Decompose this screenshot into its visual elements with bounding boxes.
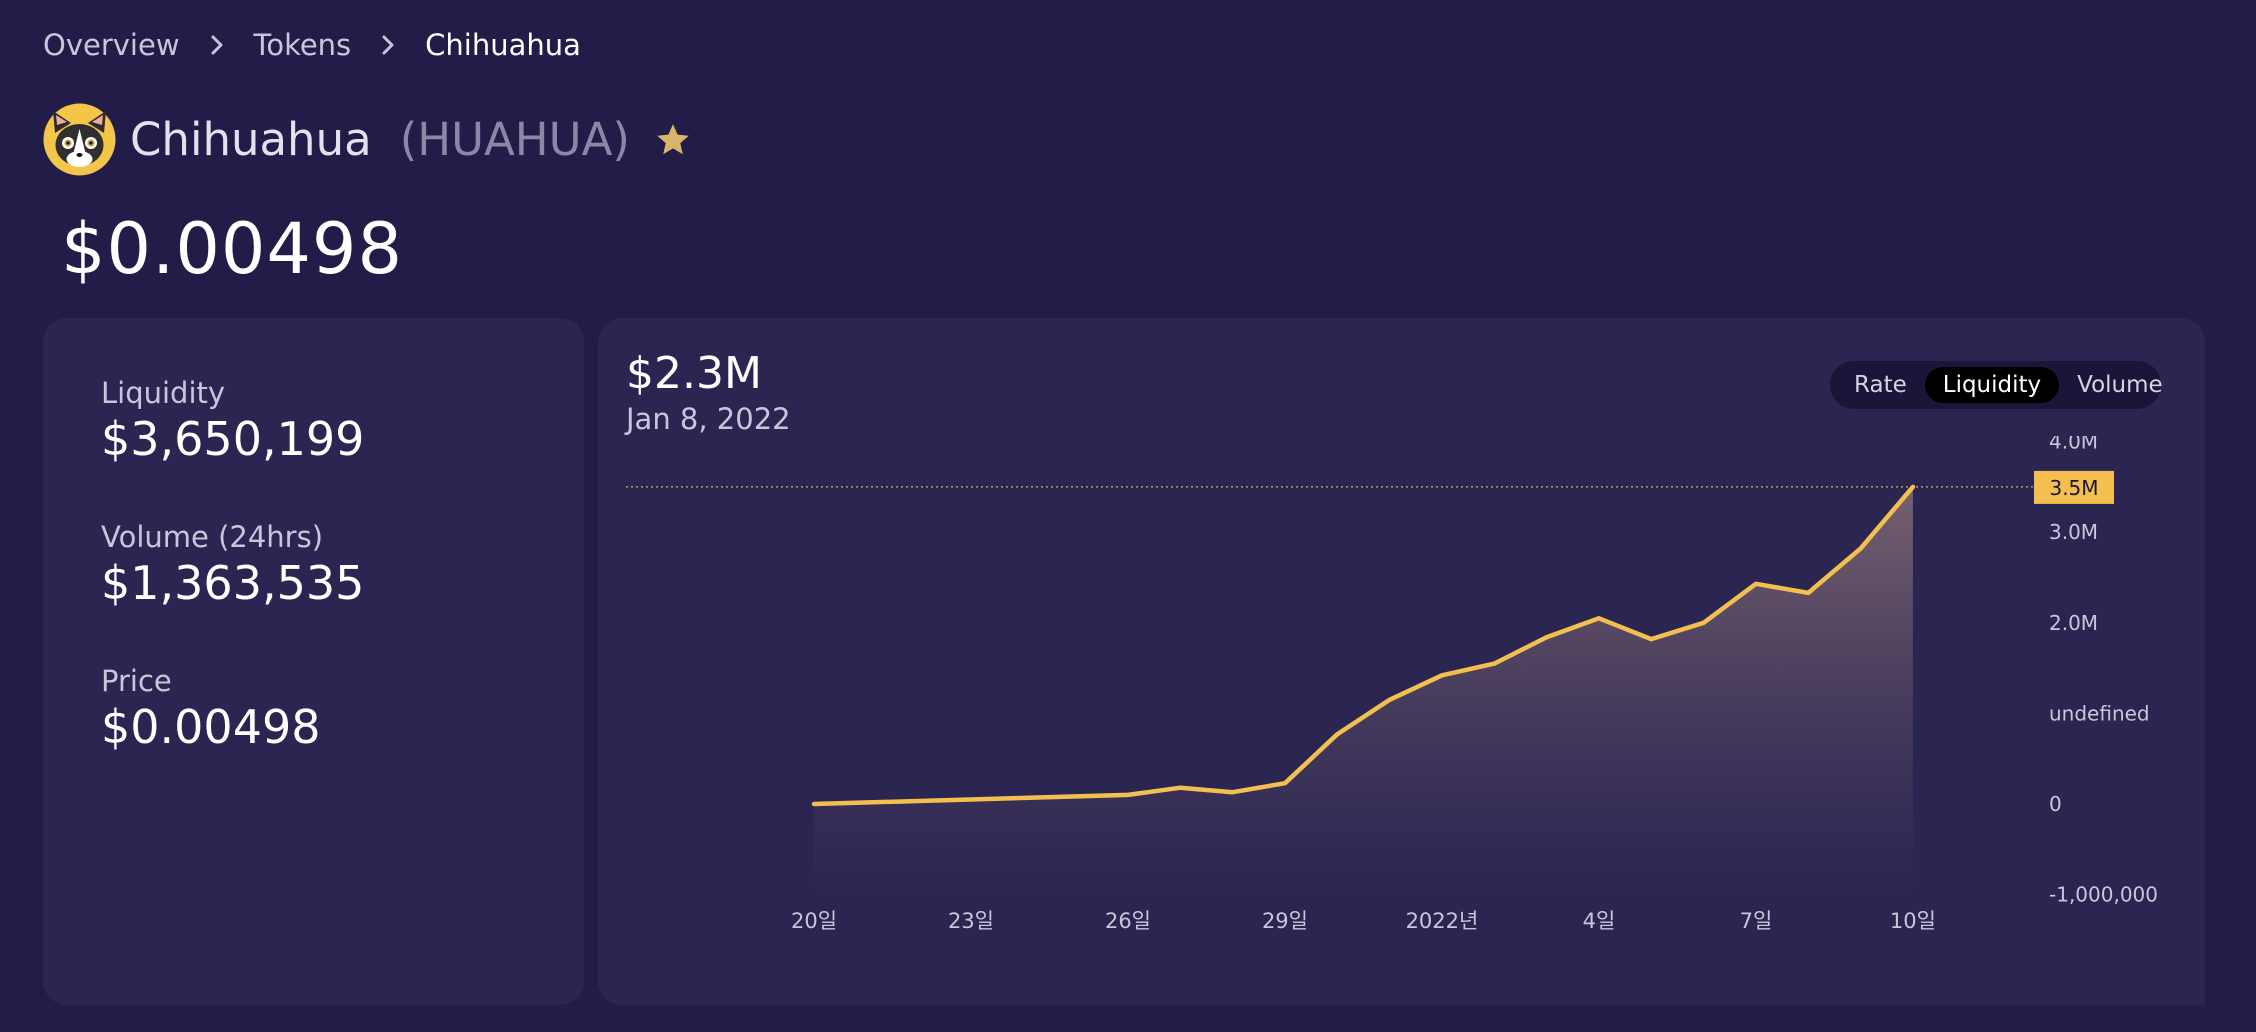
- tab-rate[interactable]: Rate: [1854, 372, 1907, 398]
- liquidity-value: $3,650,199: [101, 412, 365, 466]
- chart-card: 3.5M 4.0M 3.0M 2.0M undefined 0 -1,000,000 20…: [598, 318, 2205, 1005]
- volume-label: Volume (24hrs): [101, 520, 324, 554]
- token-name: Chihuahua: [130, 113, 372, 166]
- price-stat: Price $0.00498: [101, 664, 321, 754]
- crosshair-badge: [2034, 470, 2114, 504]
- star-icon[interactable]: [654, 121, 692, 159]
- token-symbol: (HUAHUA): [399, 113, 630, 166]
- x-tick-label: 29일: [1262, 909, 1308, 933]
- y-tick-label: 2.0M: [2049, 611, 2098, 635]
- y-tick-label: -1,000,000: [2049, 883, 2158, 907]
- token-header: Chihuahua (HUAHUA): [43, 103, 692, 176]
- chart-hover-date: Jan 8, 2022: [626, 402, 791, 436]
- tab-liquidity[interactable]: Liquidity: [1924, 367, 2060, 403]
- x-tick-label: 26일: [1105, 909, 1151, 933]
- price-value: $0.00498: [101, 700, 321, 754]
- x-tick-label: 10일: [1890, 909, 1936, 933]
- x-tick-label: 23일: [948, 909, 994, 933]
- y-tick-label: 3.0M: [2049, 520, 2098, 544]
- x-tick-label: 2022년: [1406, 909, 1479, 933]
- chart-area: [814, 486, 1913, 893]
- volume-value: $1,363,535: [101, 556, 365, 610]
- crosshair-label: 3.5M: [2049, 476, 2098, 500]
- y-tick-label: 4.0M: [2049, 430, 2098, 454]
- liquidity-chart[interactable]: 3.5M 4.0M 3.0M 2.0M undefined 0 -1,000,000 20…: [598, 318, 2205, 1005]
- breadcrumb: Overview Tokens Chihuahua: [43, 28, 581, 62]
- token-price: $0.00498: [61, 208, 404, 290]
- liquidity-stat: Liquidity $3,650,199: [101, 376, 364, 466]
- chart-type-toggle: Rate Liquidity Volume: [1830, 361, 2163, 409]
- chevron-right-icon: [210, 34, 224, 56]
- x-tick-label: 7일: [1740, 909, 1773, 933]
- volume-stat: Volume (24hrs) $1,363,535: [101, 520, 364, 610]
- chart-hover-value: $2.3M: [626, 348, 762, 399]
- y-axis-area: [2030, 436, 2205, 1005]
- tab-volume[interactable]: Volume: [2077, 372, 2163, 398]
- breadcrumb-current: Chihuahua: [425, 28, 581, 62]
- x-tick-label: 20일: [791, 909, 837, 933]
- x-tick-label: 4일: [1583, 909, 1616, 933]
- y-tick-label: undefined: [2049, 701, 2150, 725]
- y-tick-label: 0: [2049, 792, 2062, 816]
- stats-card: Liquidity $3,650,199 Volume (24hrs) $1,3…: [43, 318, 584, 1005]
- liquidity-label: Liquidity: [101, 376, 226, 410]
- price-label: Price: [101, 664, 172, 698]
- chevron-right-icon: [381, 34, 395, 56]
- breadcrumb-overview[interactable]: Overview: [43, 28, 180, 62]
- chart-line: [811, 484, 1916, 807]
- token-logo-icon: [43, 103, 116, 176]
- breadcrumb-tokens[interactable]: Tokens: [253, 28, 352, 62]
